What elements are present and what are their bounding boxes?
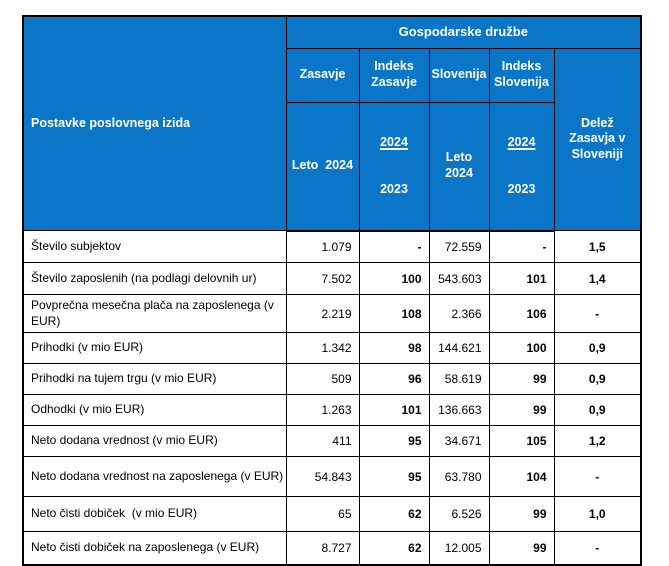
value-delez: 1,2 xyxy=(553,425,642,458)
row-label: Neto čisti dobiček (v mio EUR) xyxy=(22,496,287,533)
value-zasavje: 7.502 xyxy=(285,262,360,295)
value-delez: 0,9 xyxy=(553,332,642,365)
value-zasavje: 411 xyxy=(285,425,360,458)
row-label: Neto čisti dobiček na zaposlenega (v EUR… xyxy=(22,531,287,566)
value-delez: 0,9 xyxy=(553,394,642,427)
table-row: Prihodki (v mio EUR) 1.342 98 144.621 10… xyxy=(22,332,642,365)
value-zasavje: 509 xyxy=(285,363,360,396)
header-row-periods: Leto 2024 2024 2023 Leto 2024 2024 2023 xyxy=(23,101,641,232)
value-slovenija: 543.603 xyxy=(428,262,490,295)
table-row: Neto čisti dobiček na zaposlenega (v EUR… xyxy=(22,531,642,566)
col-header-indeks-zasavje: Indeks Zasavje xyxy=(358,47,430,103)
col-header-zasavje: Zasavje xyxy=(285,47,360,103)
table-row: Število zaposlenih (na podlagi delovnih … xyxy=(22,262,642,295)
value-indeks-zasavje: 62 xyxy=(358,531,430,566)
value-zasavje: 1.263 xyxy=(285,394,360,427)
value-indeks-slovenija: 99 xyxy=(488,394,555,427)
table-row: Neto dodana vrednost na zaposlenega (v E… xyxy=(22,456,642,498)
value-zasavje: 1.079 xyxy=(285,230,360,263)
value-indeks-zasavje: 96 xyxy=(358,363,430,396)
row-label: Odhodki (v mio EUR) xyxy=(22,394,287,427)
value-indeks-slovenija: 100 xyxy=(488,332,555,365)
business-results-table: Postavke poslovnega izida Gospodarske dr… xyxy=(22,15,643,566)
value-zasavje: 2.219 xyxy=(285,293,360,334)
value-indeks-slovenija: 99 xyxy=(488,531,555,566)
value-slovenija: 12.005 xyxy=(428,531,490,566)
value-indeks-zasavje: 100 xyxy=(358,262,430,295)
value-slovenija: 72.559 xyxy=(428,230,490,263)
value-delez: 1,0 xyxy=(553,496,642,533)
value-delez: - xyxy=(553,456,642,498)
value-indeks-slovenija: 99 xyxy=(488,496,555,533)
value-slovenija: 144.621 xyxy=(428,332,490,365)
col-header-slovenija: Slovenija xyxy=(428,47,490,103)
value-slovenija: 58.619 xyxy=(428,363,490,396)
table-row: Povprečna mesečna plača na zaposlenega (… xyxy=(22,293,642,334)
value-indeks-slovenija: - xyxy=(488,230,555,263)
row-label: Povprečna mesečna plača na zaposlenega (… xyxy=(22,293,287,334)
value-delez: - xyxy=(553,293,642,334)
row-label: Število subjektov xyxy=(22,230,287,263)
period-numerator: 2024 xyxy=(380,134,408,149)
table-row: Neto dodana vrednost (v mio EUR) 411 95 … xyxy=(22,425,642,458)
period-numerator: 2024 xyxy=(507,134,536,149)
value-indeks-zasavje: 95 xyxy=(358,456,430,498)
period-indeks-zasavje: 2024 2023 xyxy=(358,101,430,232)
value-indeks-slovenija: 106 xyxy=(488,293,555,334)
table-row: Odhodki (v mio EUR) 1.263 101 136.663 99… xyxy=(22,394,642,427)
value-slovenija: 34.671 xyxy=(428,425,490,458)
value-delez: 0,9 xyxy=(553,363,642,396)
value-zasavje: 65 xyxy=(285,496,360,533)
period-slovenija: Leto 2024 xyxy=(428,101,490,232)
value-indeks-zasavje: 95 xyxy=(358,425,430,458)
header-row-group: Postavke poslovnega izida Gospodarske dr… xyxy=(22,15,642,231)
value-delez: - xyxy=(553,531,642,566)
value-indeks-zasavje: 101 xyxy=(358,394,430,427)
value-indeks-zasavje: 108 xyxy=(358,293,430,334)
value-indeks-slovenija: 101 xyxy=(488,262,555,295)
value-indeks-zasavje: 98 xyxy=(358,332,430,365)
value-indeks-slovenija: 99 xyxy=(488,363,555,396)
period-denominator: 2023 xyxy=(507,181,536,196)
value-zasavje: 8.727 xyxy=(285,531,360,566)
value-slovenija: 63.780 xyxy=(428,456,490,498)
row-label: Neto dodana vrednost (v mio EUR) xyxy=(22,425,287,458)
value-delez: 1,5 xyxy=(553,230,642,263)
period-denominator: 2023 xyxy=(380,181,408,196)
group-header: Gospodarske družbe xyxy=(285,15,642,49)
period-zasavje: Leto 2024 xyxy=(285,101,360,232)
value-zasavje: 1.342 xyxy=(285,332,360,365)
value-slovenija: 2.366 xyxy=(428,293,490,334)
row-label: Prihodki (v mio EUR) xyxy=(22,332,287,365)
col-header-delez: Delež Zasavja v Sloveniji xyxy=(553,47,642,231)
value-slovenija: 6.526 xyxy=(428,496,490,533)
value-indeks-zasavje: - xyxy=(358,230,430,263)
value-indeks-slovenija: 105 xyxy=(488,425,555,458)
value-indeks-slovenija: 104 xyxy=(488,456,555,498)
corner-header: Postavke poslovnega izida xyxy=(22,15,287,231)
value-zasavje: 54.843 xyxy=(285,456,360,498)
value-indeks-zasavje: 62 xyxy=(358,496,430,533)
row-label: Neto dodana vrednost na zaposlenega (v E… xyxy=(22,456,287,498)
period-indeks-slovenija: 2024 2023 xyxy=(488,101,555,232)
table-row: Število subjektov 1.079 - 72.559 - 1,5 xyxy=(22,230,642,263)
row-label: Število zaposlenih (na podlagi delovnih … xyxy=(22,262,287,295)
report-page: Postavke poslovnega izida Gospodarske dr… xyxy=(22,15,643,566)
value-delez: 1,4 xyxy=(553,262,642,295)
table-row: Neto čisti dobiček (v mio EUR) 65 62 6.5… xyxy=(22,496,642,533)
value-slovenija: 136.663 xyxy=(428,394,490,427)
col-header-indeks-slovenija: Indeks Slovenija xyxy=(488,47,555,103)
header-row-columns: Zasavje Indeks Zasavje Slovenija Indeks … xyxy=(23,47,642,231)
row-label: Prihodki na tujem trgu (v mio EUR) xyxy=(22,363,287,396)
table-row: Prihodki na tujem trgu (v mio EUR) 509 9… xyxy=(22,363,642,396)
